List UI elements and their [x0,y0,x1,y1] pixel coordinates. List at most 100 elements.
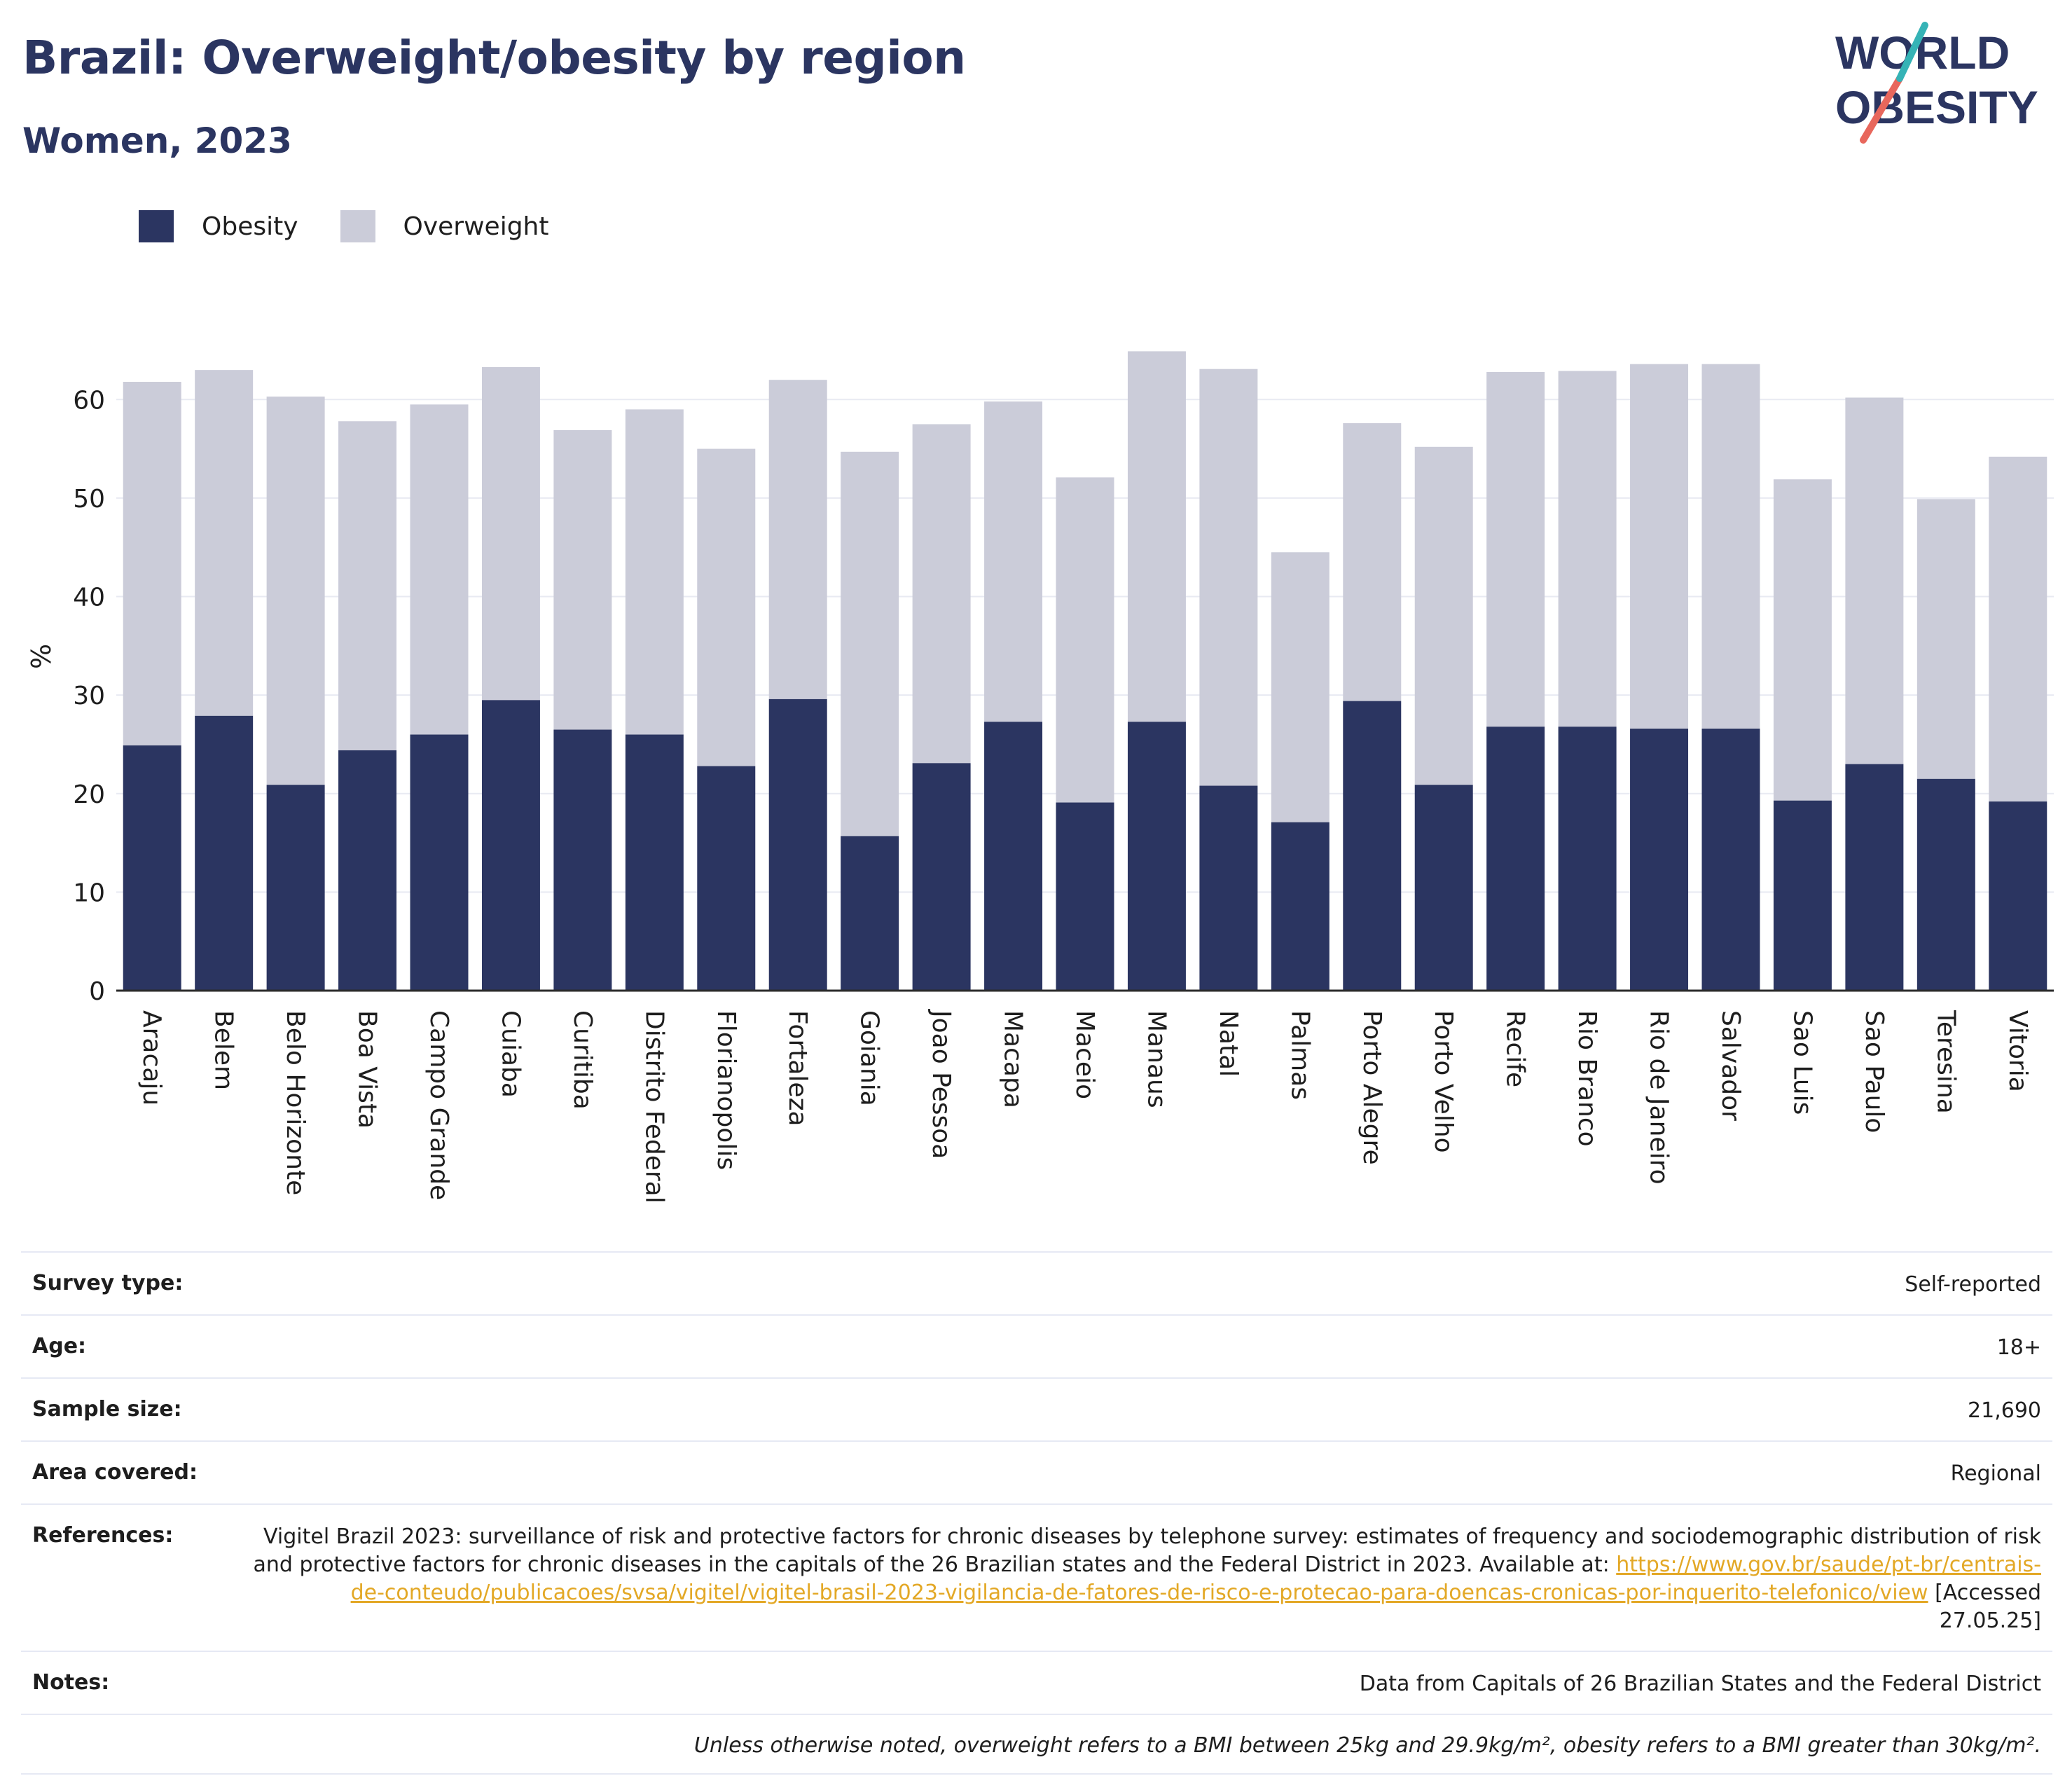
x-tick-label: Recife [1501,1010,1530,1087]
y-tick-label: 20 [73,780,105,809]
meta-label: Survey type: [32,1271,184,1295]
bar-obesity-vitoria[interactable] [1989,801,2047,991]
bar-obesity-goiania[interactable] [841,836,899,991]
meta-row-references: References: Vigitel Brazil 2023: surveil… [21,1503,2052,1651]
bar-obesity-belo-horizonte[interactable] [266,785,325,991]
bar-obesity-rio-de-janeiro[interactable] [1630,728,1689,991]
bar-obesity-teresina[interactable] [1916,778,1975,991]
bar-obesity-recife[interactable] [1486,727,1545,991]
y-tick-label: 10 [73,879,105,907]
bar-overweight-salvador[interactable] [1701,364,1760,729]
bar-obesity-cuiaba[interactable] [481,700,540,991]
meta-row-survey-type: Survey type: Self-reported [21,1251,2052,1314]
meta-row-age: Age: 18+ [21,1314,2052,1377]
bar-obesity-palmas[interactable] [1271,822,1329,991]
bar-overweight-boa-vista[interactable] [338,421,397,750]
x-tick-label: Curitiba [568,1010,597,1110]
x-tick-label: Distrito Federal [640,1010,668,1204]
bar-obesity-distrito-federal[interactable] [625,734,684,991]
bar-overweight-porto-velho[interactable] [1414,446,1473,785]
bar-obesity-sao-paulo[interactable] [1845,764,1904,991]
bar-overweight-manaus[interactable] [1127,351,1186,722]
stacked-bar-chart: 0 10 20 30 40 50 60 Aracaju Belem Belo Horizonte… [26,351,2054,1204]
y-tick-label: 30 [73,682,105,710]
bar-obesity-curitiba[interactable] [553,729,612,991]
x-tick-label: Maceio [1070,1010,1099,1099]
bar-obesity-sao-luis[interactable] [1773,800,1832,991]
bar-overweight-recife[interactable] [1486,371,1545,727]
bar-overweight-belo-horizonte[interactable] [266,397,325,785]
meta-row-area: Area covered: Regional [21,1440,2052,1503]
bar-obesity-macapa[interactable] [984,722,1043,991]
bar-overweight-porto-alegre[interactable] [1343,423,1402,701]
bar-overweight-joao-pessoa[interactable] [912,424,971,764]
logo-slash-teal [1896,22,1928,82]
bar-overweight-rio-de-janeiro[interactable] [1630,364,1689,729]
meta-label: Sample size: [32,1397,182,1421]
x-tick-label: Belem [209,1010,238,1090]
meta-label: References: [32,1523,174,1548]
bar-overweight-natal[interactable] [1199,369,1258,786]
legend-item-overweight[interactable]: Overweight [340,210,548,242]
bar-obesity-natal[interactable] [1199,785,1258,991]
bar-obesity-aracaju[interactable] [123,745,181,991]
references-text: Vigitel Brazil 2023: surveillance of ris… [253,1524,2042,1577]
meta-value: 21,690 [1968,1398,2041,1423]
x-tick-label: Aracaju [137,1010,166,1106]
x-tick-label: Teresina [1931,1010,1960,1114]
y-axis-ticks: 0 10 20 30 40 50 60 [73,386,105,1006]
bar-obesity-rio-branco[interactable] [1558,727,1617,991]
bar-overweight-rio-branco[interactable] [1558,371,1617,727]
x-tick-label: Natal [1214,1010,1243,1077]
bar-obesity-salvador[interactable] [1701,728,1760,991]
references-link[interactable]: https://www.gov.br/saude/pt-br/centrais-… [350,1553,2041,1605]
bar-overweight-curitiba[interactable] [553,429,612,730]
logo-slash-coral [1860,75,1903,144]
y-tick-label: 60 [73,386,105,415]
x-tick-label: Sao Luis [1788,1010,1816,1115]
meta-value: Data from Capitals of 26 Brazilian State… [1359,1672,2041,1696]
bar-overweight-fortaleza[interactable] [768,380,827,699]
x-tick-label: Goiania [855,1010,884,1106]
bar-overweight-sao-paulo[interactable] [1845,397,1904,764]
bar-overweight-campo-grande[interactable] [410,404,469,735]
y-axis-label: % [26,644,57,669]
x-tick-label: Rio de Janeiro [1645,1010,1673,1185]
bar-obesity-campo-grande[interactable] [410,734,469,991]
bar-overweight-florianopolis[interactable] [697,448,756,766]
x-tick-label: Sao Paulo [1860,1010,1888,1133]
bar-obesity-porto-velho[interactable] [1414,785,1473,991]
bar-overweight-palmas[interactable] [1271,552,1329,822]
meta-label: Area covered: [32,1460,198,1485]
bar-obesity-florianopolis[interactable] [697,766,756,991]
bar-obesity-joao-pessoa[interactable] [912,763,971,991]
bar-overweight-aracaju[interactable] [123,381,181,745]
bar-overweight-vitoria[interactable] [1989,456,2047,802]
y-tick-label: 0 [89,977,105,1006]
x-tick-label: Fortaleza [783,1010,812,1127]
bar-overweight-macapa[interactable] [984,401,1043,722]
bar-overweight-belem[interactable] [195,370,254,716]
references-value: Vigitel Brazil 2023: surveillance of ris… [242,1523,2042,1635]
references-accessed: [Accessed 27.05.25] [1928,1581,2041,1633]
bar-obesity-belem[interactable] [195,715,254,991]
bar-overweight-distrito-federal[interactable] [625,409,684,735]
bar-overweight-teresina[interactable] [1916,499,1975,779]
x-tick-label: Florianopolis [712,1010,740,1170]
meta-value: Self-reported [1905,1272,2041,1297]
bar-overweight-goiania[interactable] [841,451,899,837]
meta-label: Notes: [32,1670,110,1695]
bar-obesity-maceio[interactable] [1056,802,1114,991]
bar-obesity-boa-vista[interactable] [338,750,397,991]
bar-obesity-porto-alegre[interactable] [1343,701,1402,991]
x-tick-label: Rio Branco [1573,1010,1601,1147]
meta-row-notes: Notes: Data from Capitals of 26 Brazilia… [21,1651,2052,1714]
bar-obesity-manaus[interactable] [1127,722,1186,991]
bar-overweight-cuiaba[interactable] [481,366,540,701]
bar-overweight-sao-luis[interactable] [1773,479,1832,801]
bar-obesity-fortaleza[interactable] [768,698,827,991]
x-tick-label: Porto Velho [1429,1010,1458,1153]
bar-overweight-maceio[interactable] [1056,477,1114,803]
x-tick-label: Joao Pessoa [927,1009,955,1159]
legend-item-obesity[interactable]: Obesity [139,210,298,242]
